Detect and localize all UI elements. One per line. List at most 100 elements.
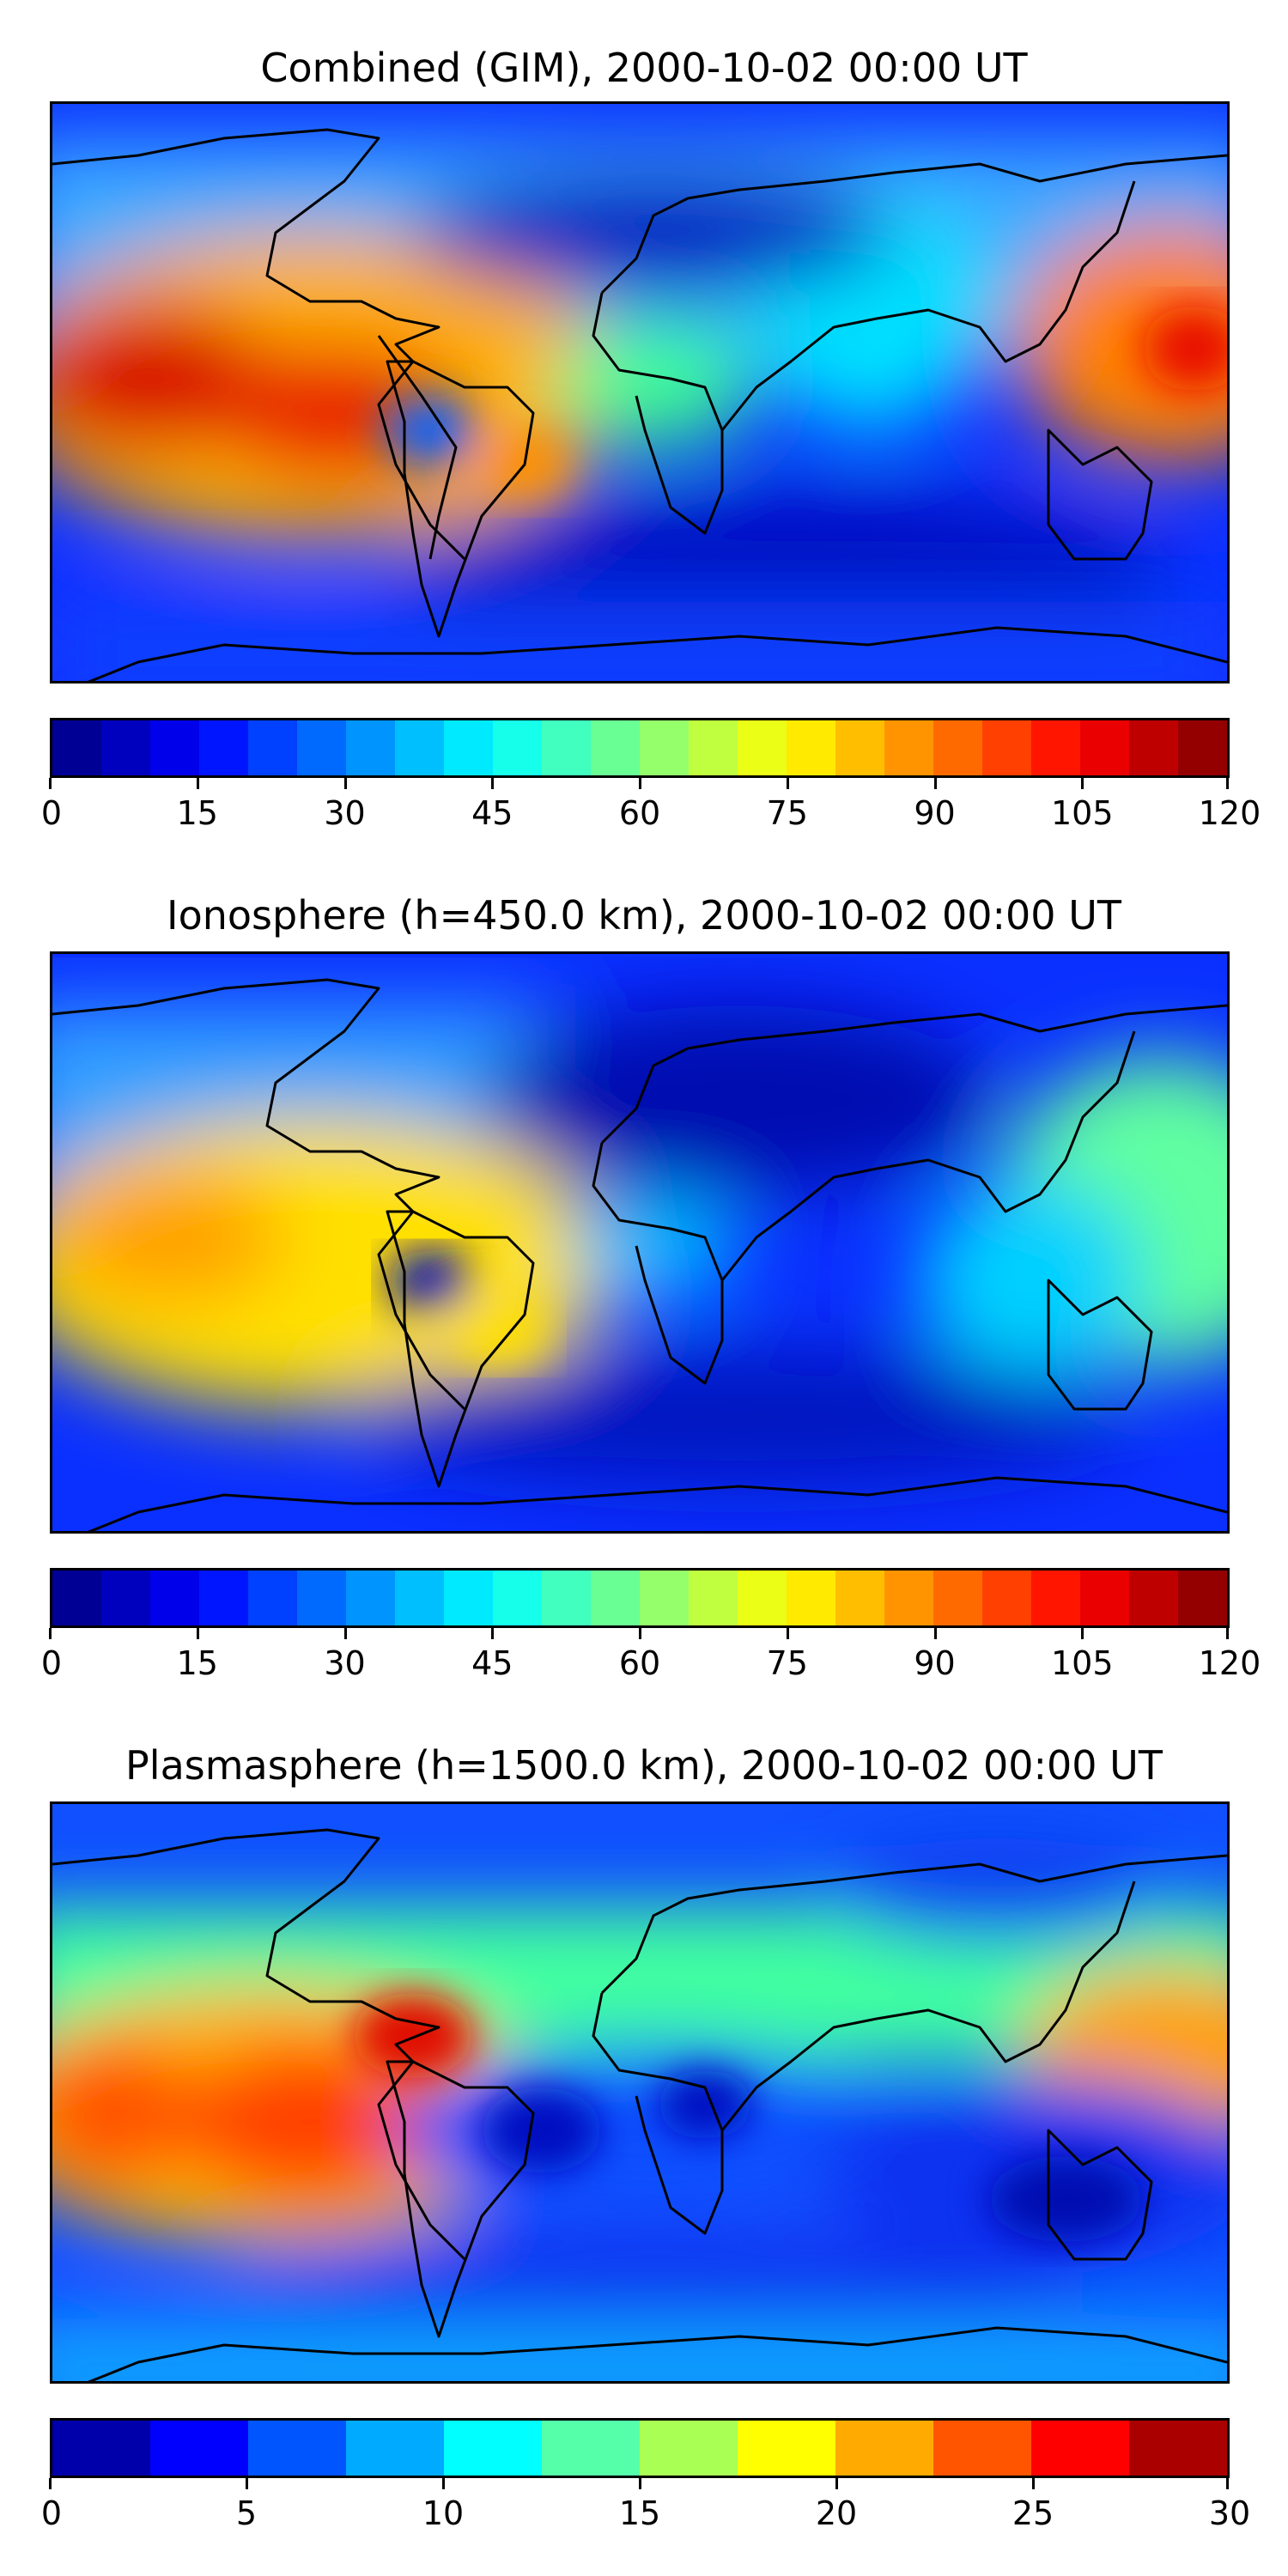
colorbar-level <box>787 1571 835 1625</box>
colorbar-tick-mark <box>491 1628 495 1639</box>
colorbar-tick-label: 5 <box>235 2494 258 2532</box>
colorbar-level <box>738 2421 835 2476</box>
colorbar-tick-label: 25 <box>1012 2494 1054 2532</box>
colorbar-level <box>982 1571 1031 1625</box>
colorbar <box>50 1568 1230 1628</box>
colorbar-ticks: 0 15 30 45 60 75 90 105 120 <box>41 1628 1261 1682</box>
colorbar-tick-mark <box>1081 778 1084 789</box>
colorbar-tick-mark <box>246 2478 248 2489</box>
coastlines <box>52 1828 1227 2381</box>
colorbar-ticks: 0 15 30 45 60 75 90 105 120 <box>41 778 1261 832</box>
colorbar-gradient <box>52 1571 1227 1625</box>
colorbar-tick-label: 0 <box>40 1644 63 1682</box>
colorbar-tick-mark <box>835 2478 838 2489</box>
colorbar-level <box>395 1571 444 1625</box>
colorbar-level <box>150 720 199 775</box>
colorbar-level <box>493 720 542 775</box>
colorbar-level <box>248 720 297 775</box>
colorbar-tick-mark <box>49 1628 52 1639</box>
combined-map <box>50 101 1230 683</box>
colorbar-tick-label: 15 <box>176 1644 218 1682</box>
plasmasphere-map <box>50 1801 1230 2384</box>
colorbar-tick-label: 0 <box>40 2494 63 2532</box>
colorbar-tick-label: 30 <box>324 1644 366 1682</box>
colorbar-level <box>248 1571 297 1625</box>
colorbar <box>50 718 1230 778</box>
colorbar-level <box>640 1571 689 1625</box>
colorbar-tick-label: 105 <box>1050 794 1114 832</box>
colorbar-level <box>640 2421 738 2476</box>
colorbar-tick-mark <box>196 778 199 789</box>
colorbar-tick-label: 120 <box>1198 794 1261 832</box>
colorbar-tick-mark <box>786 778 789 789</box>
colorbar-level <box>884 720 933 775</box>
colorbar-tick-mark <box>1032 2478 1035 2489</box>
colorbar <box>50 2418 1230 2478</box>
colorbar-tick-mark <box>639 778 641 789</box>
colorbar-tick-label: 105 <box>1050 1644 1114 1682</box>
colorbar-level <box>248 2421 346 2476</box>
colorbar-level <box>346 720 395 775</box>
colorbar-tick-mark <box>639 1628 641 1639</box>
heatmap-plot <box>52 954 1227 1531</box>
colorbar-level <box>444 1571 493 1625</box>
colorbar-level <box>1178 720 1227 775</box>
colorbar-level <box>933 1571 982 1625</box>
colorbar-tick-label: 15 <box>176 794 218 832</box>
colorbar-tick-label: 60 <box>618 1644 661 1682</box>
colorbar-level <box>835 720 884 775</box>
colorbar-level <box>1080 1571 1129 1625</box>
coastlines <box>52 128 1227 681</box>
colorbar-level <box>199 720 248 775</box>
colorbar-tick-mark <box>442 2478 445 2489</box>
colorbar-level <box>52 1571 101 1625</box>
colorbar-level <box>542 720 591 775</box>
colorbar-level <box>1178 1571 1227 1625</box>
colorbar-level <box>1129 720 1178 775</box>
colorbar-tick-label: 30 <box>1208 2494 1251 2532</box>
colorbar-tick-label: 75 <box>766 794 808 832</box>
colorbar-tick-mark <box>933 1628 937 1639</box>
colorbar-level <box>689 1571 738 1625</box>
colorbar-level <box>493 1571 542 1625</box>
coastlines <box>52 978 1227 1531</box>
colorbar-level <box>150 1571 199 1625</box>
colorbar-level <box>542 2421 640 2476</box>
colorbar-level <box>738 1571 787 1625</box>
colorbar-level <box>1031 720 1080 775</box>
colorbar-tick-mark <box>1226 2478 1229 2489</box>
colorbar-tick-label: 45 <box>471 1644 513 1682</box>
ionosphere-map <box>50 951 1230 1534</box>
colorbar-tick-mark <box>491 778 495 789</box>
panel-title: Ionosphere (h=450.0 km), 2000-10-02 00:0… <box>167 892 1121 939</box>
colorbar-level <box>101 1571 150 1625</box>
colorbar-level <box>1031 1571 1080 1625</box>
colorbar-level <box>1031 2421 1129 2476</box>
colorbar-level <box>395 720 444 775</box>
colorbar-level <box>346 2421 444 2476</box>
panel-title: Plasmasphere (h=1500.0 km), 2000-10-02 0… <box>125 1742 1163 1789</box>
colorbar-tick-mark <box>1081 1628 1084 1639</box>
colorbar-level <box>52 2421 150 2476</box>
colorbar-tick-label: 0 <box>40 794 63 832</box>
colorbar-tick-label: 20 <box>815 2494 858 2532</box>
colorbar-tick-mark <box>786 1628 789 1639</box>
colorbar-tick-label: 15 <box>618 2494 661 2532</box>
colorbar-gradient <box>52 720 1227 775</box>
colorbar-level <box>1129 2421 1227 2476</box>
colorbar-tick-label: 120 <box>1198 1644 1261 1682</box>
heatmap-plot <box>52 1804 1227 2381</box>
colorbar-tick-mark <box>639 2478 641 2489</box>
colorbar-tick-mark <box>49 2478 52 2489</box>
colorbar-tick-mark <box>343 1628 347 1639</box>
colorbar-level <box>52 720 101 775</box>
colorbar-level <box>787 720 835 775</box>
colorbar-tick-label: 30 <box>324 794 366 832</box>
panel-title: Combined (GIM), 2000-10-02 00:00 UT <box>260 45 1028 91</box>
colorbar-tick-mark <box>196 1628 199 1639</box>
colorbar-level <box>346 1571 395 1625</box>
colorbar-level <box>640 720 689 775</box>
colorbar-level <box>884 1571 933 1625</box>
colorbar-tick-label: 90 <box>914 794 956 832</box>
colorbar-tick-label: 45 <box>471 794 513 832</box>
